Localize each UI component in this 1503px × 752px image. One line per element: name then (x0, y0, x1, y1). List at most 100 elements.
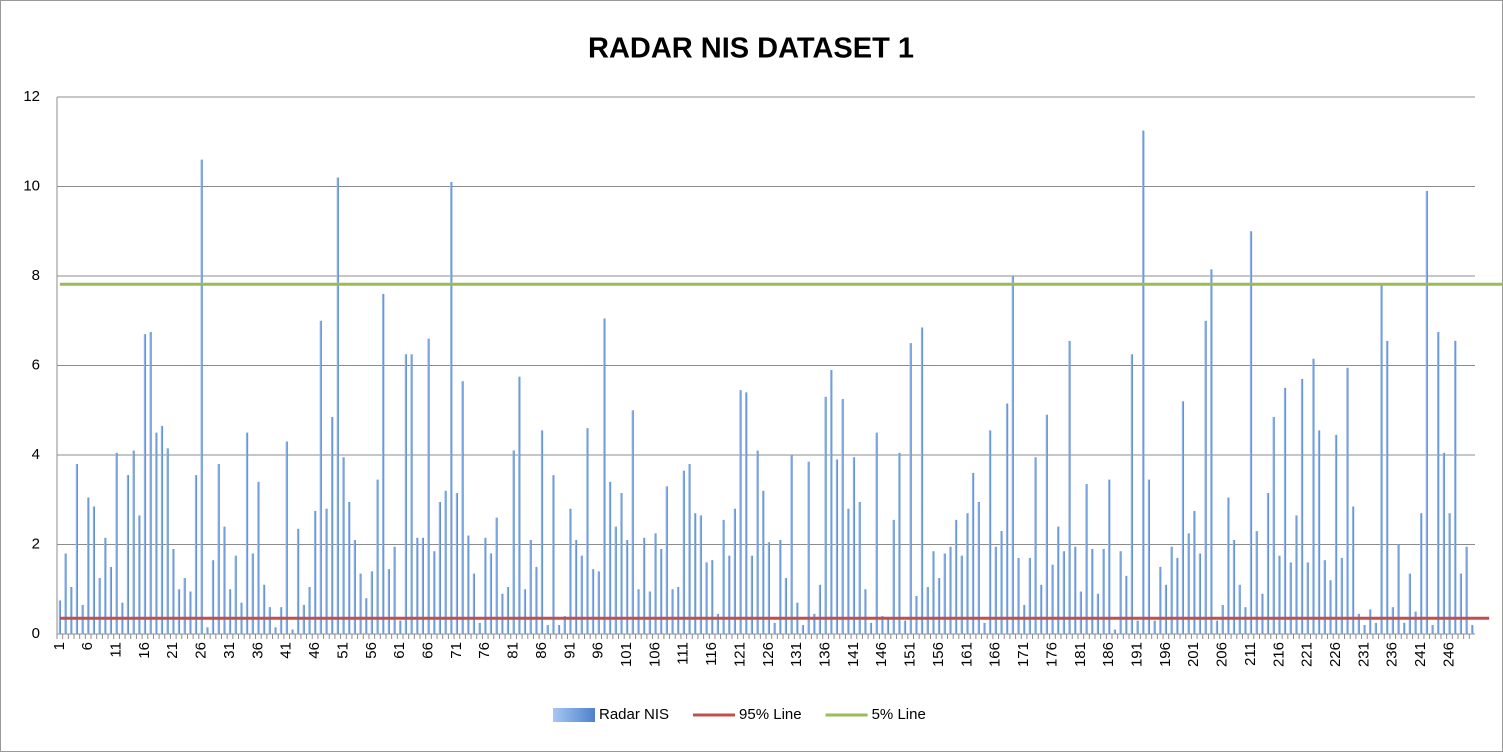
bar (1312, 358, 1315, 634)
bar (608, 481, 612, 634)
x-tick-label: 106 (646, 642, 663, 667)
bar (625, 540, 629, 634)
bar (960, 555, 963, 634)
bar (410, 354, 413, 634)
bar (109, 566, 113, 634)
bar (994, 546, 997, 634)
y-tick-label: 2 (32, 535, 40, 552)
bar (1210, 269, 1213, 634)
x-tick-label: 51 (334, 642, 351, 659)
bar (591, 569, 595, 634)
bar (773, 622, 776, 634)
bar (1198, 553, 1202, 634)
bar (115, 452, 118, 634)
bar (1085, 484, 1088, 634)
bar (1096, 593, 1099, 634)
bar (750, 555, 753, 634)
bar (1011, 276, 1014, 634)
x-tick-label: 156 (930, 642, 947, 667)
bar (70, 587, 73, 634)
bar (393, 546, 396, 634)
bar (291, 629, 294, 634)
bar (710, 560, 714, 634)
bar (801, 625, 805, 634)
bar (654, 533, 657, 634)
bar (807, 461, 810, 634)
bar (1119, 551, 1122, 634)
bar (557, 625, 561, 634)
bar (988, 430, 992, 634)
x-tick-label: 11 (108, 642, 125, 658)
bar (1363, 625, 1366, 634)
bar (642, 537, 646, 634)
bar (495, 517, 498, 634)
bar (189, 591, 192, 634)
bar (1306, 562, 1309, 634)
x-tick-label: 226 (1327, 642, 1344, 667)
bar (433, 551, 436, 634)
bar (478, 622, 481, 634)
bar (279, 607, 283, 634)
x-tick-label: 21 (164, 642, 181, 659)
bar (614, 526, 617, 634)
x-tick-label: 161 (958, 642, 975, 667)
bar (1391, 607, 1394, 634)
bar (313, 510, 317, 634)
bar (540, 430, 544, 634)
bar (211, 560, 215, 634)
x-tick-label: 66 (419, 642, 436, 659)
bar (745, 392, 748, 634)
x-tick-label: 236 (1384, 642, 1401, 667)
bar (835, 459, 839, 634)
x-tick-label: 96 (590, 642, 607, 659)
bar (149, 331, 152, 634)
bar (387, 569, 390, 634)
x-tick-label: 211 (1242, 642, 1259, 666)
bar (1289, 562, 1292, 634)
x-tick-label: 111 (675, 642, 692, 665)
x-tick-label: 31 (221, 642, 238, 659)
bar (762, 490, 765, 634)
x-tick-label: 241 (1412, 642, 1429, 667)
bar (177, 589, 181, 634)
bar (1448, 513, 1451, 634)
bar (886, 618, 890, 634)
bar (756, 450, 759, 634)
x-tick-label: 206 (1214, 642, 1231, 667)
bar (1346, 367, 1349, 634)
bar (779, 540, 782, 634)
bar (353, 540, 356, 634)
bar (330, 416, 334, 634)
bar (359, 573, 362, 634)
bar (546, 625, 549, 634)
bar (586, 428, 589, 634)
bar (444, 490, 447, 634)
x-tick-label: 191 (1128, 642, 1145, 667)
x-tick-label: 181 (1072, 642, 1089, 667)
x-tick-label: 221 (1299, 642, 1316, 667)
bar (336, 177, 339, 635)
bar (143, 334, 147, 634)
bar (194, 475, 198, 634)
x-tick-label: 131 (788, 642, 805, 667)
bar (342, 457, 345, 634)
x-tick-label: 36 (249, 642, 266, 659)
bar (824, 396, 827, 634)
bar (1300, 378, 1304, 634)
bar (1051, 564, 1054, 634)
bar (87, 497, 90, 634)
bar (1039, 584, 1043, 634)
bar (518, 376, 521, 634)
bar (841, 399, 844, 634)
bar (1442, 452, 1445, 634)
bar (1193, 510, 1196, 634)
bar (1079, 591, 1082, 634)
bar (1227, 497, 1230, 634)
bar (915, 595, 918, 634)
x-tick-label: 16 (136, 642, 153, 659)
bar (693, 513, 697, 634)
bar (983, 622, 986, 634)
bar (1374, 622, 1377, 634)
legend-label: Radar NIS (599, 706, 669, 723)
